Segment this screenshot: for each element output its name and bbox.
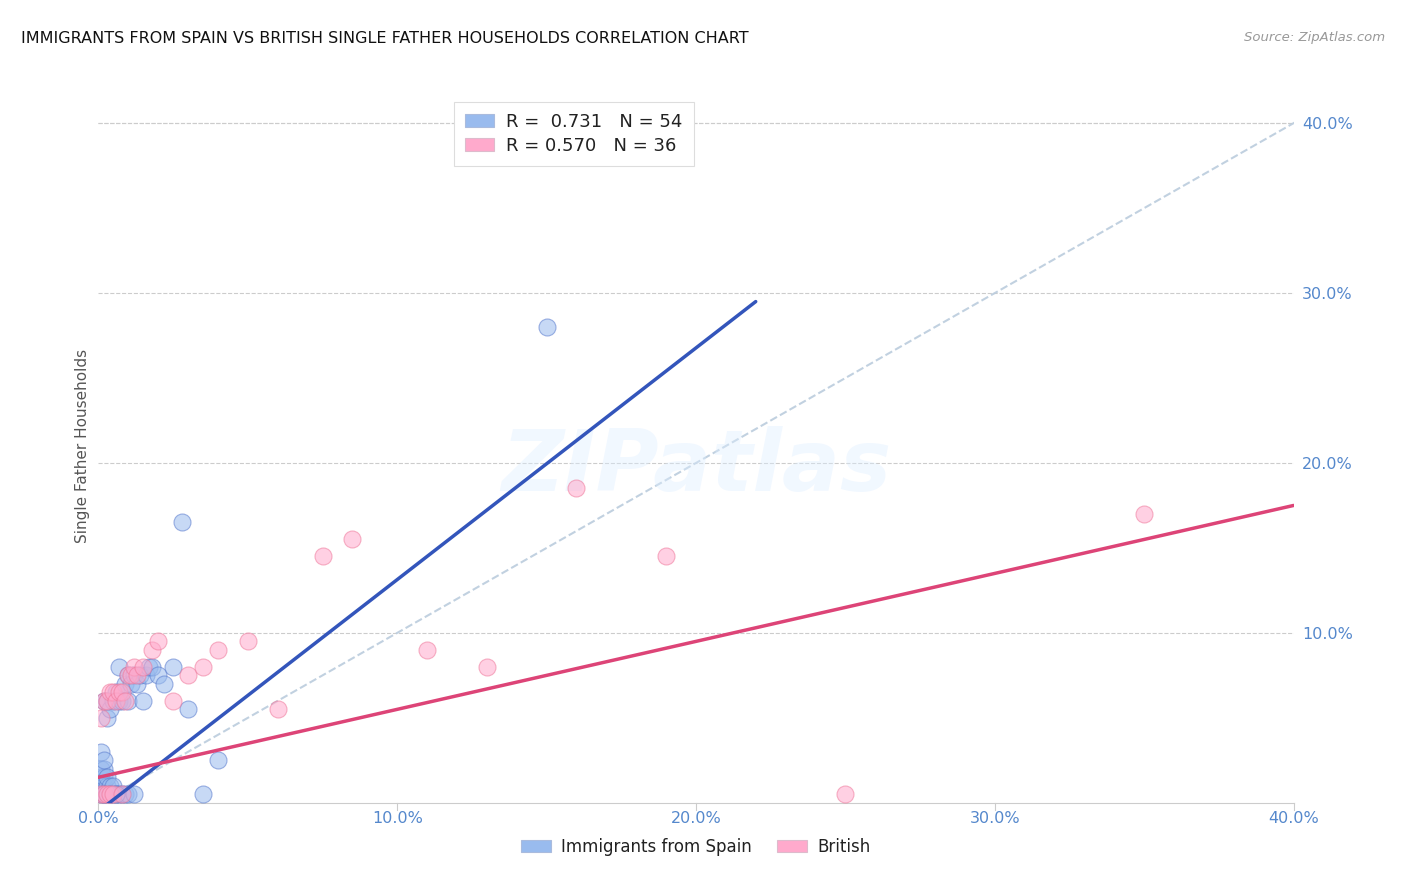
Point	[148, 634, 170, 648]
Point	[114, 787, 136, 801]
Point	[90, 779, 112, 793]
Point	[100, 702, 122, 716]
Point	[207, 753, 229, 767]
Point	[117, 694, 139, 708]
Point	[132, 694, 155, 708]
Point	[172, 516, 194, 530]
Point	[111, 787, 134, 801]
Point	[124, 660, 146, 674]
Point	[96, 694, 118, 708]
Point	[177, 668, 200, 682]
Point	[96, 779, 118, 793]
Point	[93, 787, 115, 801]
Point	[108, 660, 131, 674]
Point	[129, 668, 152, 682]
Point	[103, 787, 125, 801]
Point	[153, 677, 176, 691]
Point	[100, 779, 122, 793]
Point	[114, 694, 136, 708]
Point	[416, 643, 439, 657]
Point	[111, 787, 134, 801]
Point	[117, 787, 139, 801]
Point	[475, 660, 498, 674]
Text: IMMIGRANTS FROM SPAIN VS BRITISH SINGLE FATHER HOUSEHOLDS CORRELATION CHART: IMMIGRANTS FROM SPAIN VS BRITISH SINGLE …	[21, 31, 749, 46]
Point	[177, 702, 200, 716]
Point	[127, 668, 149, 682]
Point	[90, 762, 112, 776]
Point	[90, 770, 112, 784]
Point	[105, 787, 128, 801]
Point	[105, 787, 128, 801]
Text: ZIPatlas: ZIPatlas	[501, 425, 891, 509]
Point	[834, 787, 856, 801]
Point	[135, 668, 157, 682]
Point	[114, 677, 136, 691]
Point	[96, 694, 118, 708]
Point	[267, 702, 290, 716]
Point	[93, 787, 115, 801]
Point	[536, 320, 558, 334]
Point	[100, 787, 122, 801]
Point	[103, 779, 125, 793]
Point	[120, 668, 142, 682]
Point	[103, 694, 125, 708]
Point	[342, 533, 364, 547]
Point	[655, 549, 678, 564]
Point	[93, 770, 115, 784]
Point	[108, 787, 131, 801]
Point	[138, 660, 160, 674]
Point	[90, 787, 112, 801]
Point	[1133, 507, 1156, 521]
Point	[105, 694, 128, 708]
Point	[132, 660, 155, 674]
Point	[93, 694, 115, 708]
Point	[100, 787, 122, 801]
Point	[141, 643, 163, 657]
Point	[108, 685, 131, 699]
Point	[191, 660, 214, 674]
Point	[96, 787, 118, 801]
Point	[124, 668, 146, 682]
Point	[93, 787, 115, 801]
Point	[96, 787, 118, 801]
Y-axis label: Single Father Households: Single Father Households	[75, 349, 90, 543]
Point	[120, 677, 142, 691]
Point	[100, 787, 122, 801]
Point	[103, 787, 125, 801]
Point	[148, 668, 170, 682]
Point	[162, 694, 184, 708]
Point	[96, 770, 118, 784]
Point	[236, 634, 259, 648]
Legend: Immigrants from Spain, British: Immigrants from Spain, British	[515, 831, 877, 863]
Point	[93, 779, 115, 793]
Point	[117, 668, 139, 682]
Point	[162, 660, 184, 674]
Point	[565, 482, 588, 496]
Point	[90, 787, 112, 801]
Point	[90, 711, 112, 725]
Point	[311, 549, 333, 564]
Point	[96, 711, 118, 725]
Point	[124, 787, 146, 801]
Point	[117, 668, 139, 682]
Point	[111, 685, 134, 699]
Point	[191, 787, 214, 801]
Point	[111, 694, 134, 708]
Point	[108, 694, 131, 708]
Point	[93, 694, 115, 708]
Point	[141, 660, 163, 674]
Point	[90, 745, 112, 759]
Point	[127, 677, 149, 691]
Point	[207, 643, 229, 657]
Point	[105, 685, 128, 699]
Point	[100, 685, 122, 699]
Point	[93, 762, 115, 776]
Point	[93, 753, 115, 767]
Point	[103, 685, 125, 699]
Text: Source: ZipAtlas.com: Source: ZipAtlas.com	[1244, 31, 1385, 45]
